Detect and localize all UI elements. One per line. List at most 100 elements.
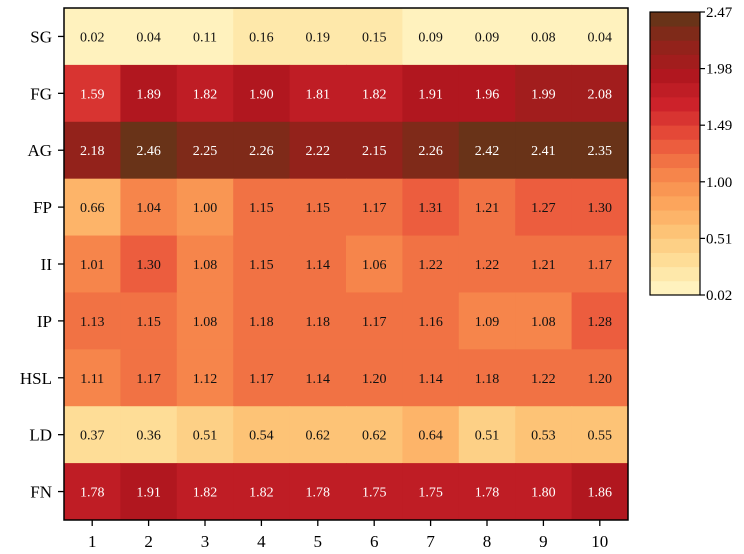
cell-value-label: 1.28	[588, 315, 613, 330]
cell-value-label: 1.30	[136, 258, 161, 273]
x-tick-label: 2	[144, 532, 153, 551]
heatmap-cell	[402, 349, 460, 407]
heatmap-cell	[64, 8, 121, 66]
y-axis: SG FG AG FP II IP HSL LD FN	[20, 27, 64, 502]
heatmap-cell	[233, 292, 291, 350]
cell-value-label: 1.30	[588, 201, 613, 216]
heatmap-cell	[120, 349, 178, 407]
heatmap-cell	[289, 121, 347, 180]
cell-value-label: 2.26	[249, 144, 274, 159]
x-tick-label: 3	[201, 532, 210, 551]
heatmap-cell	[346, 121, 403, 180]
colorbar-segment	[650, 238, 700, 253]
heatmap-cell	[120, 178, 178, 237]
cell-value-label: 1.20	[588, 372, 613, 387]
cell-value-label: 0.62	[362, 429, 387, 444]
colorbar-tick-label: 1.49	[706, 118, 732, 134]
cell-value-label: 0.36	[136, 429, 161, 444]
cell-value-label: 1.14	[418, 372, 443, 387]
colorbar-segment	[650, 139, 700, 154]
heatmap-cell	[233, 8, 291, 66]
heatmap-cell	[571, 463, 629, 521]
heatmap-cell	[571, 178, 629, 237]
cell-value-label: 1.21	[475, 201, 500, 216]
heatmap-cell	[120, 64, 178, 123]
heatmap-cell	[176, 121, 234, 180]
cell-value-label: 1.90	[249, 87, 274, 102]
heatmap-cell	[515, 64, 573, 123]
cell-value-label: 1.82	[362, 87, 387, 102]
heatmap-cell	[402, 8, 460, 66]
heatmap-cell	[346, 64, 403, 123]
heatmap-cell	[176, 349, 234, 407]
cell-value-label: 1.78	[475, 486, 500, 501]
heatmap-cell	[402, 235, 460, 293]
cell-value-label: 0.37	[80, 429, 105, 444]
heatmap-cell	[64, 463, 121, 521]
y-tick-label: II	[41, 255, 53, 274]
heatmap-cell	[515, 349, 573, 407]
heatmap-cell	[515, 292, 573, 350]
cell-value-label: 1.11	[80, 372, 104, 387]
cell-value-label: 1.15	[249, 258, 274, 273]
heatmap-cell	[176, 8, 234, 66]
colorbar-tick-label: 0.51	[706, 231, 732, 247]
heatmap-cell	[346, 235, 403, 293]
cell-value-label: 1.22	[475, 258, 500, 273]
heatmap-cell	[458, 292, 516, 350]
heatmap-cell	[458, 64, 516, 123]
y-tick-label: FN	[30, 483, 52, 502]
x-tick-label: 9	[539, 532, 548, 551]
cell-value-label: 1.17	[588, 258, 613, 273]
colorbar-frame	[649, 11, 701, 296]
cell-value-label: 1.78	[306, 486, 331, 501]
cell-value-label: 1.15	[249, 201, 274, 216]
heatmap-cell	[120, 8, 178, 66]
heatmap-cell	[120, 406, 178, 464]
y-tick-label: LD	[29, 426, 52, 445]
colorbar-segment	[650, 54, 700, 69]
heatmap-cell	[176, 463, 234, 521]
cell-value-label: 1.17	[249, 372, 274, 387]
colorbar-segment	[650, 125, 700, 140]
y-tick-label: SG	[30, 27, 52, 46]
heatmap-cell	[233, 64, 291, 123]
cell-value-label: 1.08	[193, 315, 218, 330]
cell-value-label: 1.18	[475, 372, 500, 387]
heatmap-cell	[402, 406, 460, 464]
heatmap-cell	[233, 463, 291, 521]
cell-value-label: 0.04	[136, 30, 161, 45]
heatmap-cell	[571, 292, 629, 350]
heatmap-cell	[458, 235, 516, 293]
cell-value-label: 0.54	[249, 429, 274, 444]
cell-value-label: 1.59	[80, 87, 105, 102]
heatmap-cell-labels: 0.02 0.04 0.11 0.16 0.19 0.15 0.09 0.09 0.08 0.04…	[80, 30, 612, 500]
heatmap-cell	[64, 64, 121, 123]
cell-value-label: 1.78	[80, 486, 105, 501]
cell-value-label: 2.26	[418, 144, 443, 159]
cell-value-label: 0.55	[588, 429, 613, 444]
cell-value-label: 1.08	[531, 315, 556, 330]
heatmap-cell	[289, 64, 347, 123]
heatmap-cell	[120, 292, 178, 350]
heatmap-cell	[571, 64, 629, 123]
cell-value-label: 1.15	[306, 201, 331, 216]
heatmap-cell	[346, 463, 403, 521]
cell-value-label: 2.42	[475, 144, 500, 159]
heatmap-cell	[64, 121, 121, 180]
heatmap-cell	[64, 349, 121, 407]
colorbar-tick-label: 2.47	[706, 5, 733, 21]
y-tick-label: FP	[33, 198, 52, 217]
heatmap-cell	[571, 121, 629, 180]
heatmap-cell	[458, 406, 516, 464]
colorbar-segment	[650, 210, 700, 225]
heatmap-cell	[233, 349, 291, 407]
cell-value-label: 1.18	[249, 315, 274, 330]
cell-value-label: 1.91	[136, 486, 161, 501]
cell-value-label: 1.08	[193, 258, 218, 273]
cell-value-label: 0.66	[80, 201, 105, 216]
colorbar-segment	[650, 167, 700, 183]
cell-value-label: 1.22	[418, 258, 443, 273]
heatmap-cell	[571, 406, 629, 464]
